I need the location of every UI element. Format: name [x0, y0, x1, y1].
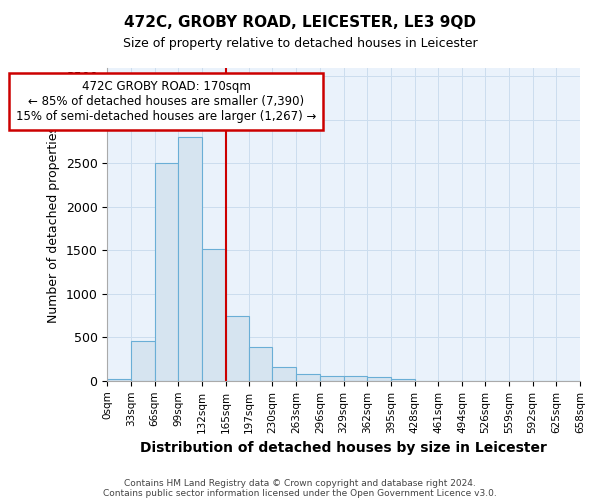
Bar: [178, 137, 202, 381]
Text: Contains HM Land Registry data © Crown copyright and database right 2024.: Contains HM Land Registry data © Crown c…: [124, 478, 476, 488]
X-axis label: Distribution of detached houses by size in Leicester: Distribution of detached houses by size …: [140, 441, 547, 455]
Bar: [249, 347, 272, 381]
Bar: [155, 163, 178, 381]
Bar: [202, 248, 226, 381]
Text: Size of property relative to detached houses in Leicester: Size of property relative to detached ho…: [122, 38, 478, 51]
Text: Contains public sector information licensed under the Open Government Licence v3: Contains public sector information licen…: [103, 488, 497, 498]
Bar: [391, 378, 415, 381]
Text: 472C, GROBY ROAD, LEICESTER, LE3 9QD: 472C, GROBY ROAD, LEICESTER, LE3 9QD: [124, 15, 476, 30]
Bar: [107, 379, 131, 381]
Bar: [131, 341, 155, 381]
Bar: [296, 374, 320, 381]
Bar: [226, 316, 249, 381]
Y-axis label: Number of detached properties: Number of detached properties: [47, 126, 60, 322]
Text: 472C GROBY ROAD: 170sqm
← 85% of detached houses are smaller (7,390)
15% of semi: 472C GROBY ROAD: 170sqm ← 85% of detache…: [16, 80, 316, 122]
Bar: [367, 377, 391, 381]
Bar: [320, 376, 344, 381]
Bar: [272, 367, 296, 381]
Bar: [344, 376, 367, 381]
